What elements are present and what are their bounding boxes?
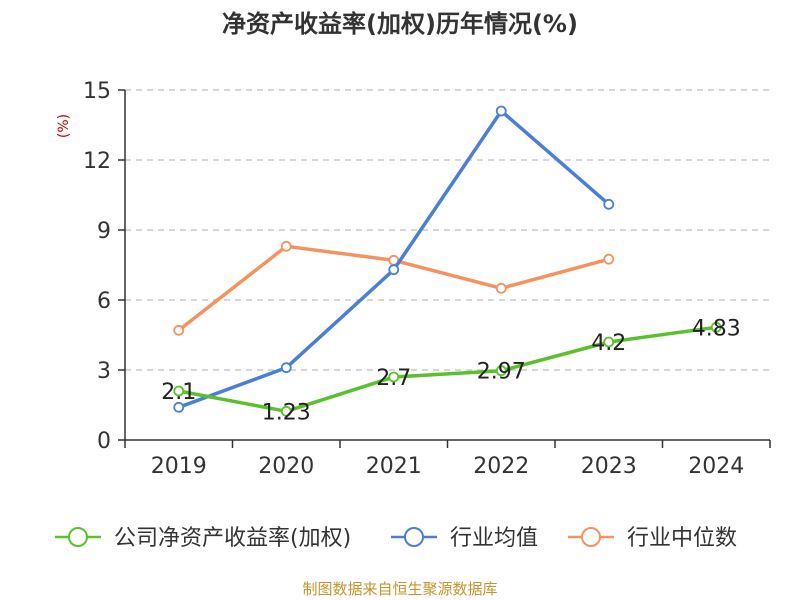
legend-marker-0 (68, 527, 88, 547)
x-tick-label-2020: 2020 (258, 454, 314, 479)
series-0-point-2023 (603, 336, 615, 348)
legend-label-2: 行业中位数 (627, 526, 737, 551)
x-tick-label-2021: 2021 (366, 454, 422, 479)
y-tick-label-12: 12 (83, 149, 111, 174)
data-label-2020: 1.23 (262, 400, 311, 425)
data-label-2022: 2.97 (477, 360, 526, 385)
x-tick-label-2023: 2023 (581, 454, 637, 479)
x-tick-label-2024: 2024 (688, 454, 744, 479)
legend-item-2: 行业中位数 (568, 526, 737, 551)
legend-label-1: 行业均值 (450, 526, 538, 551)
y-tick-label-0: 0 (97, 429, 111, 454)
series-0-point-2024 (710, 321, 722, 333)
series-line-0 (177, 325, 719, 414)
legend-item-1: 行业均值 (391, 526, 538, 551)
y-axis-unit: (%) (56, 114, 72, 138)
data-label-2021: 2.7 (376, 366, 411, 391)
series-0-point-2022 (495, 365, 507, 377)
series-2-point-2019 (173, 324, 185, 336)
y-tick-label-9: 9 (97, 219, 111, 244)
series-2 (173, 240, 615, 336)
y-tick-label-3: 3 (97, 359, 111, 384)
series-2-point-2023 (603, 253, 615, 265)
legend-item-0: 公司净资产收益率(加权) (55, 526, 351, 551)
series-layer (173, 105, 722, 417)
legend-label-0: 公司净资产收益率(加权) (114, 526, 351, 551)
x-tick-label-2019: 2019 (151, 454, 207, 479)
y-tick-label-6: 6 (97, 289, 111, 314)
y-tick-label-15: 15 (83, 79, 111, 104)
legend-marker-2 (581, 527, 601, 547)
data-label-2019: 2.1 (161, 380, 196, 405)
series-1-point-2019 (173, 401, 185, 413)
series-1 (173, 105, 615, 413)
grid-layer (125, 89, 770, 371)
series-1-point-2021 (388, 264, 400, 276)
source-note: 制图数据来自恒生聚源数据库 (302, 580, 497, 598)
legend: 公司净资产收益率(加权) 行业均值 行业中位数 (55, 526, 737, 551)
data-label-2024: 4.83 (692, 316, 741, 341)
x-tick-label-2022: 2022 (473, 454, 529, 479)
series-0-point-2020 (280, 405, 292, 417)
series-0-point-2019 (173, 385, 185, 397)
data-label-2023: 4.2 (591, 331, 626, 356)
legend-marker-1 (404, 527, 424, 547)
series-1-point-2022 (495, 105, 507, 117)
axis-layer: 0 3 6 9 12 15 2019 2020 2021 2022 2023 2024 (83, 79, 771, 479)
data-label-layer: 2.1 1.23 2.7 2.97 4.2 4.83 (161, 316, 740, 425)
series-2-point-2020 (280, 240, 292, 252)
series-0-point-2021 (388, 371, 400, 383)
series-2-point-2022 (495, 282, 507, 294)
series-1-point-2020 (280, 362, 292, 374)
series-1-point-2023 (603, 198, 615, 210)
chart-title: 净资产收益率(加权)历年情况(%) (222, 10, 578, 38)
series-0 (173, 321, 722, 417)
